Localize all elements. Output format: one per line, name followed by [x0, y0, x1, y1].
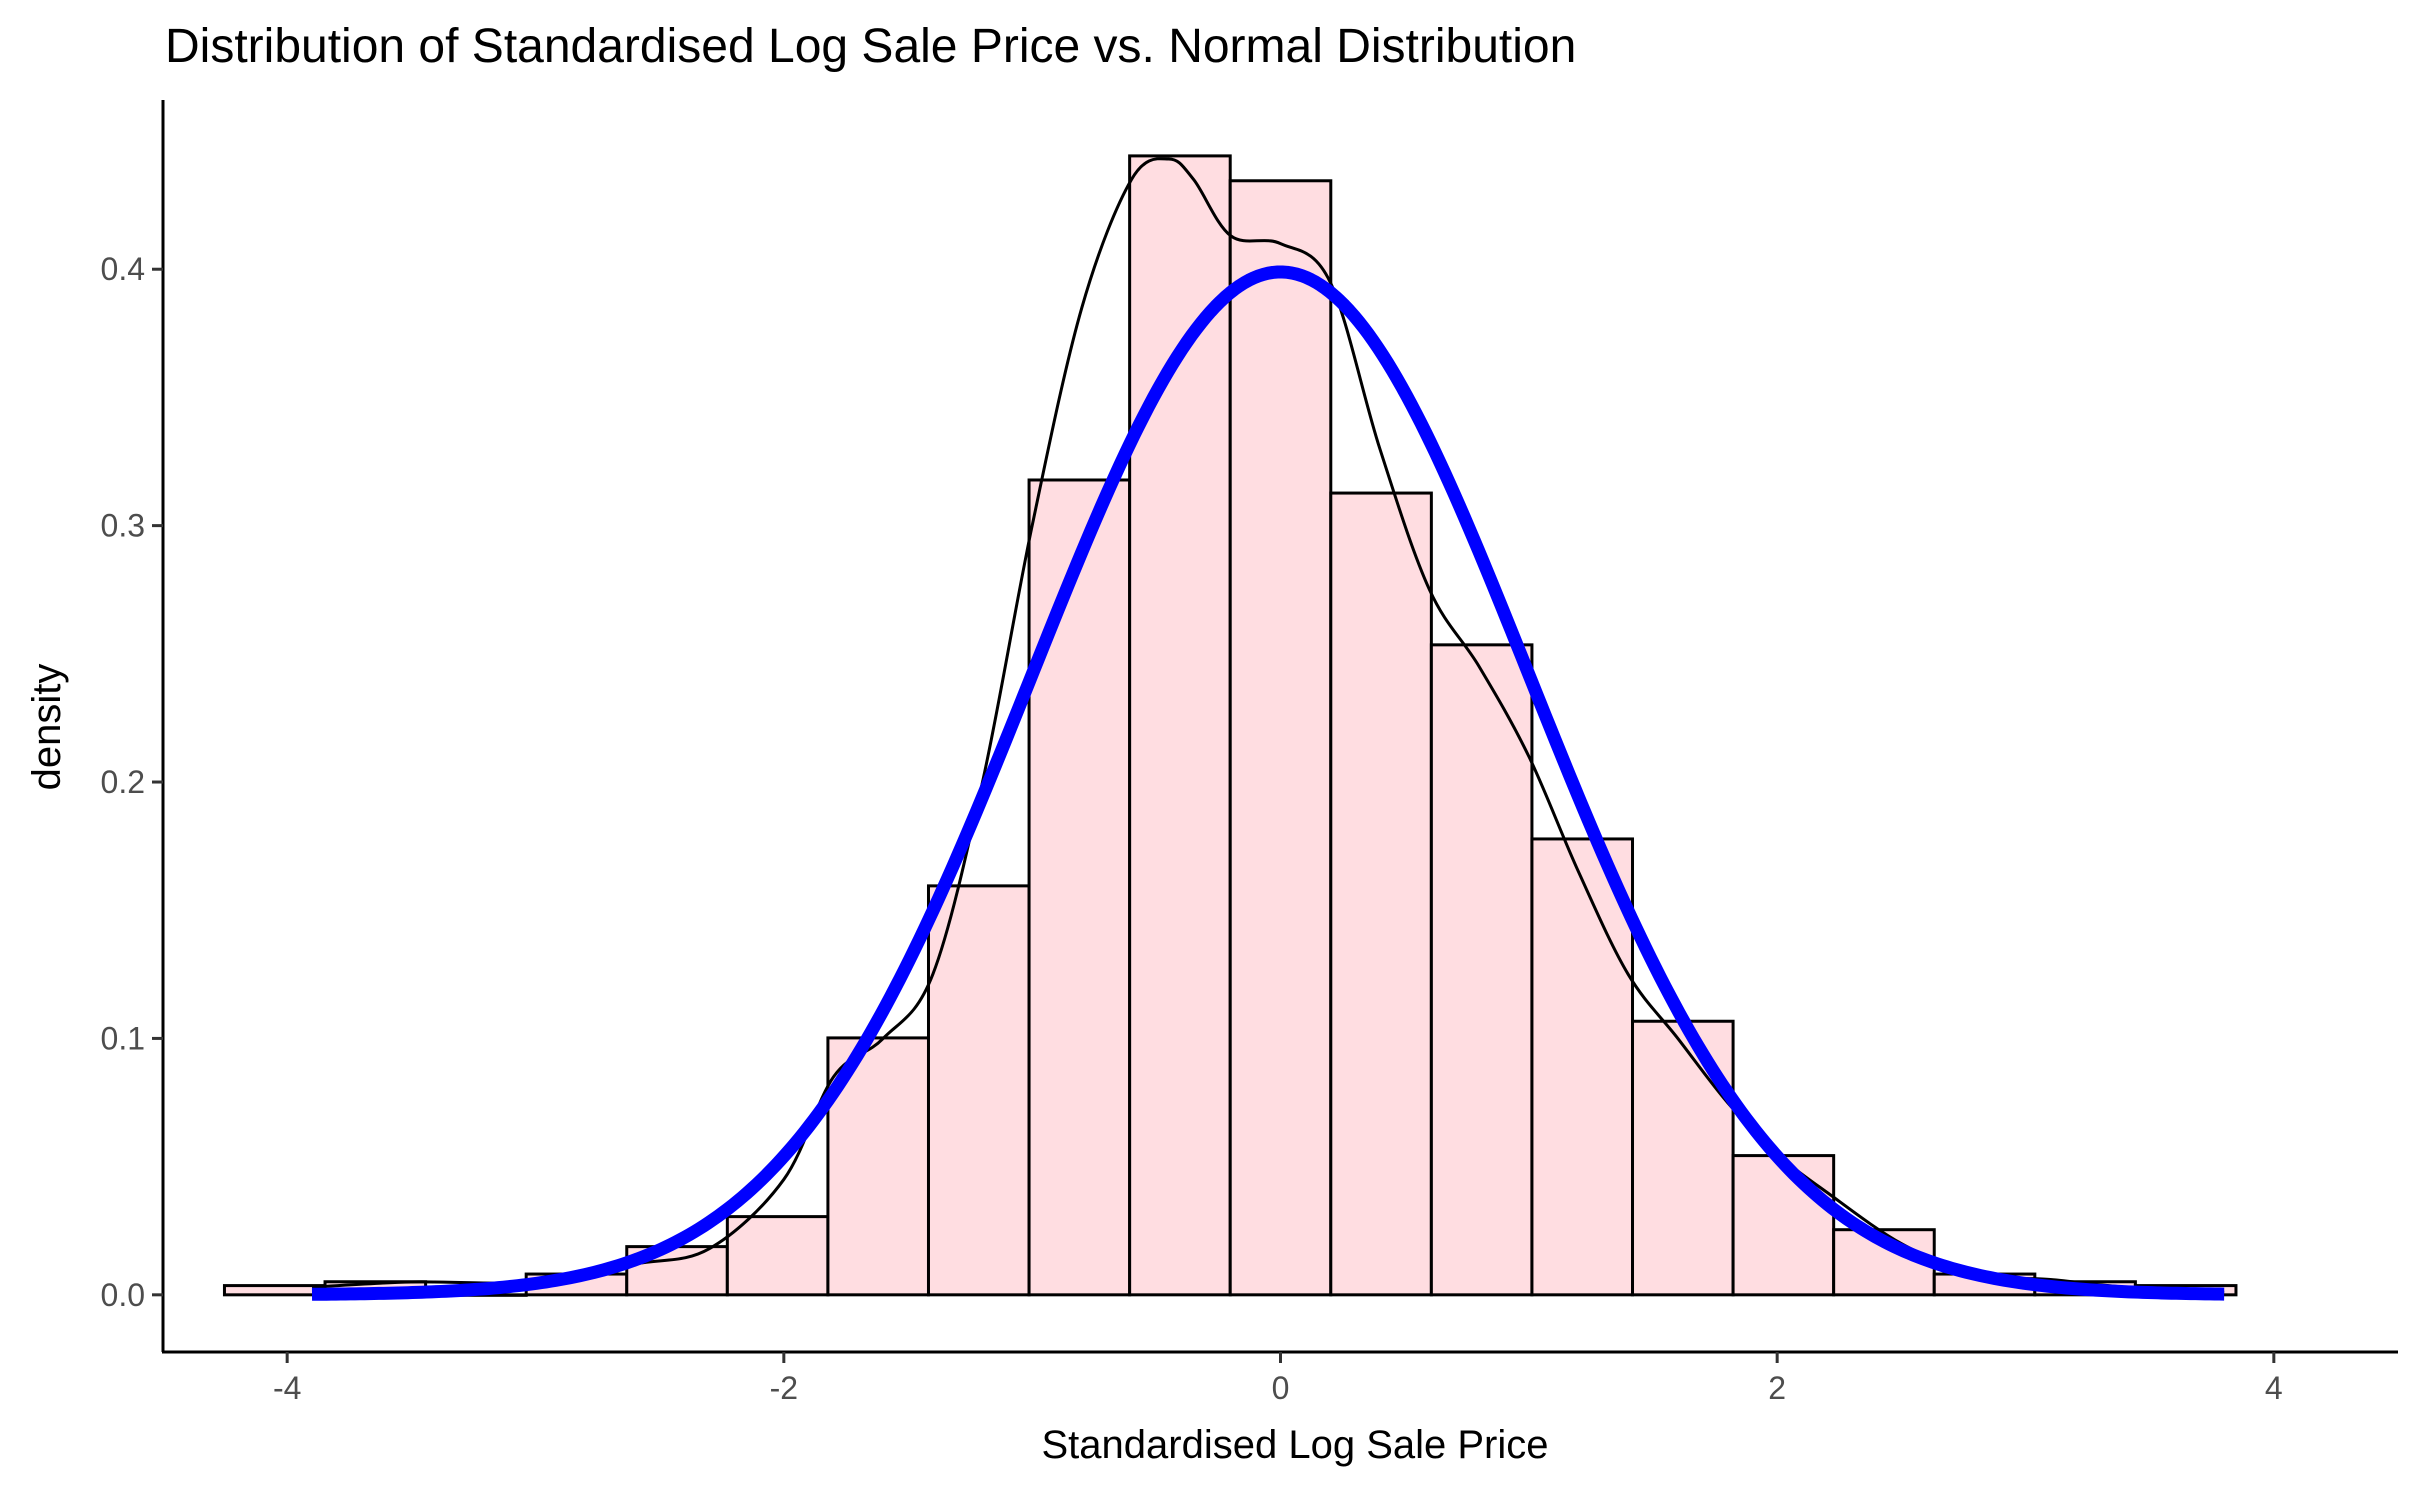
histogram-bar [1128, 154, 1232, 1297]
histogram-bar [1027, 478, 1132, 1297]
histogram-bar [1329, 491, 1433, 1297]
histogram-bar [1631, 1019, 1735, 1297]
histogram-bar [1429, 643, 1534, 1297]
x-axis-title: Standardised Log Sale Price [1042, 1423, 1549, 1467]
histogram-bar [1731, 1154, 1836, 1297]
x-tick-label: 2 [1768, 1370, 1786, 1406]
chart-title: Distribution of Standardised Log Sale Pr… [165, 20, 1576, 73]
histogram-bar [926, 884, 1031, 1297]
histogram-bar [1530, 837, 1635, 1297]
normal-curve [310, 265, 2226, 1301]
histogram-bar [222, 1284, 327, 1297]
histogram-bar [1228, 179, 1333, 1297]
y-axis: 0.0 0.1 0.2 0.3 0.4 [101, 251, 163, 1313]
histogram-bar [725, 1215, 830, 1297]
y-tick-label: 0.3 [101, 508, 145, 544]
x-tick-label: -2 [770, 1370, 798, 1406]
histogram-bars [222, 154, 2238, 1297]
x-tick-label: 0 [1272, 1370, 1290, 1406]
y-tick-label: 0.2 [101, 764, 145, 800]
x-axis: -4 -2 0 2 4 [273, 1352, 2283, 1406]
x-tick-label: -4 [273, 1370, 301, 1406]
y-axis-title: density [25, 664, 69, 791]
x-tick-label: 4 [2265, 1370, 2283, 1406]
y-tick-label: 0.4 [101, 251, 145, 287]
y-tick-label: 0.1 [101, 1020, 145, 1056]
y-tick-label: 0.0 [101, 1277, 145, 1313]
